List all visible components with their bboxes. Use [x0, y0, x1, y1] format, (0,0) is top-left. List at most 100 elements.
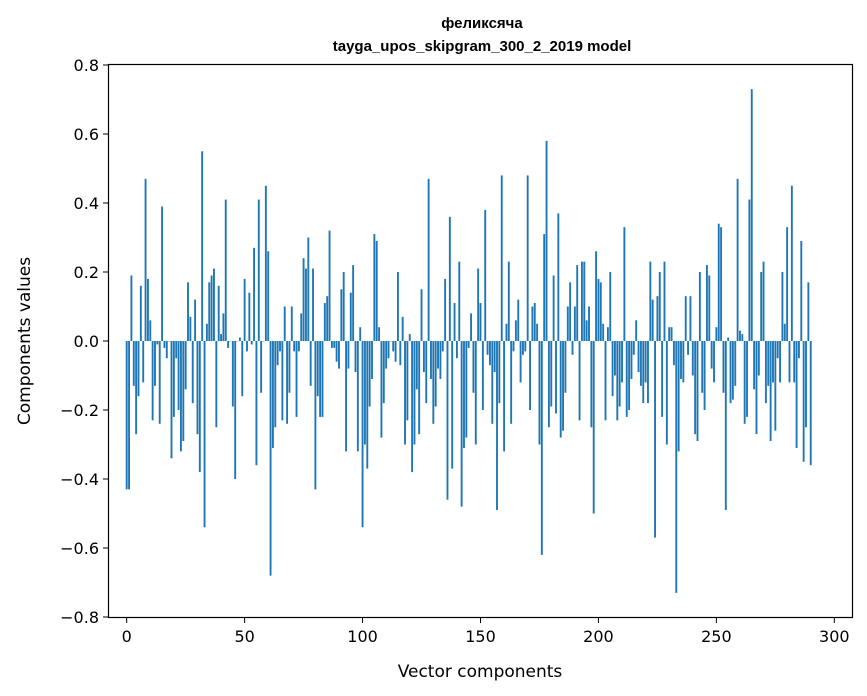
bar-135	[444, 278, 447, 341]
bar-113	[392, 341, 395, 352]
bar-192	[578, 341, 581, 421]
chart-subtitle: tayga_upos_skipgram_300_2_2019 model	[333, 38, 632, 55]
bar-283	[793, 341, 796, 383]
bar-101	[363, 341, 366, 445]
bar-78	[309, 341, 312, 386]
y-tick-label: 0.4	[74, 194, 99, 213]
bar-207	[614, 341, 616, 376]
bar-71	[293, 341, 296, 352]
y-tick-label: 0.8	[74, 56, 99, 75]
bar-160	[503, 341, 506, 452]
bar-31	[198, 341, 201, 473]
bar-99	[359, 327, 362, 341]
bar-91	[340, 289, 343, 341]
bar-180	[550, 341, 553, 407]
bar-262	[743, 341, 746, 424]
bar-284	[795, 341, 798, 448]
bar-75	[302, 258, 305, 341]
bar-43	[227, 341, 230, 348]
x-tick-label: 150	[465, 627, 496, 646]
bar-243	[698, 272, 701, 341]
bar-69	[288, 341, 291, 393]
bar-23	[180, 341, 182, 452]
bar-37	[213, 268, 215, 341]
bar-84	[323, 303, 326, 341]
bar-204	[606, 327, 609, 341]
bar-229	[665, 341, 668, 445]
bar-140	[455, 341, 458, 359]
bar-164	[512, 341, 515, 352]
bar-63	[274, 341, 277, 428]
bar-186	[564, 341, 567, 393]
bar-240	[691, 341, 694, 376]
bar-203	[604, 341, 607, 421]
bar-131	[434, 341, 437, 407]
bar-183	[557, 213, 560, 341]
bar-128	[427, 178, 430, 341]
bars-group	[125, 89, 812, 593]
bar-233	[675, 341, 678, 593]
bar-252	[720, 227, 723, 341]
bar-27	[189, 316, 192, 341]
bar-213	[628, 341, 631, 410]
bar-145	[467, 341, 470, 348]
bar-199	[595, 251, 598, 341]
bar-98	[356, 341, 359, 452]
bar-2	[130, 275, 133, 341]
bar-171	[529, 341, 531, 410]
bar-95	[349, 292, 352, 341]
bar-156	[493, 341, 496, 373]
bar-289	[807, 282, 810, 341]
bar-175	[538, 341, 541, 445]
bar-281	[788, 341, 791, 383]
bar-191	[576, 265, 579, 341]
bar-218	[639, 341, 642, 386]
bar-167	[519, 341, 522, 383]
bar-244	[701, 341, 704, 393]
bar-144	[465, 341, 468, 438]
bar-185	[562, 341, 564, 431]
bar-149	[477, 268, 480, 341]
chart-title: феликсяча	[441, 15, 523, 32]
bar-108	[380, 341, 383, 438]
bar-190	[573, 306, 576, 341]
bar-162	[507, 261, 510, 341]
bar-25	[184, 341, 187, 390]
y-axis-label: Components values	[15, 257, 35, 425]
bar-232	[672, 341, 675, 366]
y-tick-label: −0.6	[60, 539, 99, 558]
bar-247	[708, 275, 711, 341]
bar-117	[401, 316, 404, 341]
bar-188	[569, 282, 572, 341]
bar-174	[536, 323, 539, 341]
bar-33	[203, 341, 206, 528]
bar-147	[472, 341, 475, 393]
bar-209	[618, 341, 621, 407]
y-tick-label: 0.0	[74, 332, 99, 351]
bar-132	[437, 341, 439, 369]
x-tick-label: 0	[122, 627, 132, 646]
bar-96	[352, 265, 355, 341]
bar-290	[809, 341, 812, 466]
bar-287	[802, 341, 805, 462]
bar-9	[146, 278, 149, 341]
bar-79	[312, 268, 314, 341]
bar-266	[753, 341, 756, 390]
bar-12	[154, 341, 156, 386]
bar-241	[694, 341, 697, 435]
bar-146	[470, 313, 473, 341]
bar-245	[703, 341, 706, 410]
bar-0	[125, 341, 128, 490]
bar-92	[342, 272, 345, 341]
bar-264	[748, 199, 751, 341]
x-tick-label: 100	[347, 627, 378, 646]
bar-212	[625, 341, 628, 417]
bar-155	[491, 341, 494, 424]
bar-230	[668, 327, 671, 341]
bar-139	[453, 303, 456, 341]
bar-36	[210, 275, 213, 341]
bar-277	[779, 341, 782, 383]
bar-76	[305, 268, 307, 341]
bar-57	[260, 341, 263, 393]
bar-263	[746, 341, 748, 417]
